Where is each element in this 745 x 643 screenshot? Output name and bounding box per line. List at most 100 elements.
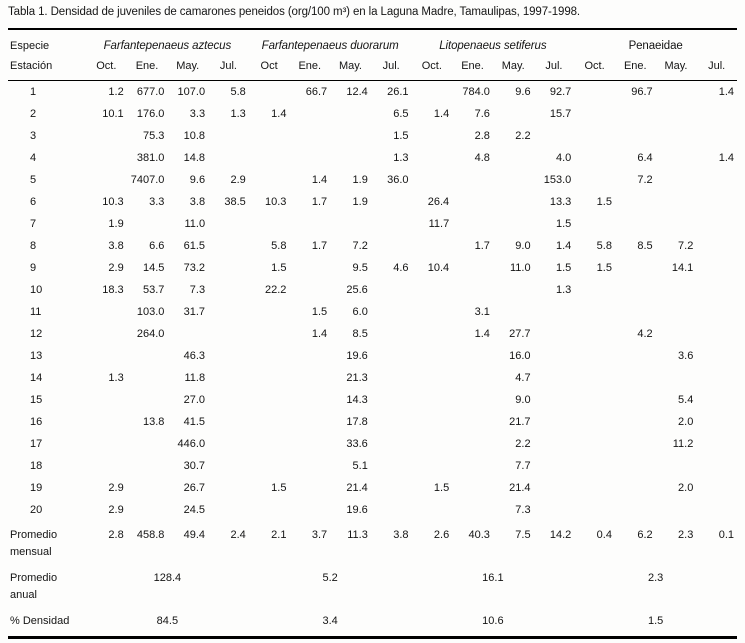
density-cell bbox=[696, 103, 737, 125]
density-cell bbox=[208, 345, 249, 367]
station-row: 15 27.0 14.3 9.0 5.4 bbox=[8, 389, 737, 411]
density-cell: 26.1 bbox=[387, 86, 409, 98]
density-cell bbox=[371, 191, 412, 213]
density-cell bbox=[615, 389, 656, 411]
density-cell: 7.2 bbox=[352, 240, 368, 252]
density-cell bbox=[615, 345, 656, 367]
density-cell bbox=[615, 279, 656, 301]
density-cell bbox=[249, 323, 290, 345]
density-cell: 4.6 bbox=[393, 262, 409, 274]
density-cell: 3.1 bbox=[474, 306, 490, 318]
density-cell: 18.3 bbox=[102, 284, 124, 296]
density-cell: 7.6 bbox=[474, 108, 490, 120]
density-cell: 1.5 bbox=[271, 482, 287, 494]
monthly-average-cell: 2.6 bbox=[433, 529, 450, 541]
density-cell: 11.8 bbox=[184, 372, 206, 384]
density-cell bbox=[452, 433, 493, 455]
density-cell bbox=[656, 455, 697, 477]
density-cell: 61.5 bbox=[183, 240, 206, 252]
station-row: 14 1.3 11.8 21.3 4.7 bbox=[8, 367, 737, 389]
density-cell: 3.8 bbox=[108, 240, 124, 252]
monthly-average-cell: 2.3 bbox=[678, 529, 694, 541]
density-cell bbox=[615, 257, 656, 279]
density-cell: 4.2 bbox=[637, 328, 653, 340]
station-cell: 2 bbox=[30, 108, 37, 120]
station-row: 13 46.3 19.6 16.0 3.6 bbox=[8, 345, 737, 367]
density-cell: 6.5 bbox=[393, 108, 409, 120]
density-cell: 8.5 bbox=[352, 328, 368, 340]
density-cell bbox=[289, 455, 330, 477]
density-cell: 1.7 bbox=[311, 240, 328, 252]
density-cell: 11.0 bbox=[184, 218, 206, 230]
density-cell: 9.6 bbox=[189, 174, 206, 186]
species-group-duorarum: Farfantepenaeus duorarum bbox=[261, 40, 399, 52]
density-cell bbox=[86, 323, 127, 345]
species-header-row: Especie Farfantepenaeus aztecus Farfante… bbox=[8, 29, 737, 52]
density-cell bbox=[574, 301, 615, 323]
density-cell bbox=[208, 125, 249, 147]
density-cell bbox=[574, 147, 615, 169]
monthly-average-cell: 6.2 bbox=[637, 529, 653, 541]
corner-label-especie: Especie bbox=[10, 40, 50, 52]
density-cell: 2.0 bbox=[678, 482, 694, 494]
density-cell: 21.3 bbox=[346, 372, 368, 384]
density-cell: 2.9 bbox=[108, 262, 124, 274]
station-row: 4 381.0 14.8 1.3 4.8 4.0 6.4 1.4 bbox=[8, 147, 737, 169]
station-cell: 4 bbox=[30, 152, 37, 164]
density-cell: 14.1 bbox=[671, 262, 694, 274]
density-cell bbox=[208, 411, 249, 433]
density-cell: 6.6 bbox=[149, 240, 165, 252]
density-cell: 4.0 bbox=[555, 152, 572, 164]
density-cell: 1.2 bbox=[108, 86, 124, 98]
density-cell bbox=[249, 433, 290, 455]
density-cell: 14.8 bbox=[183, 152, 206, 164]
density-cell bbox=[696, 213, 737, 235]
density-cell bbox=[452, 389, 493, 411]
density-cell bbox=[534, 411, 575, 433]
density-cell bbox=[615, 301, 656, 323]
density-cell: 9.6 bbox=[515, 86, 531, 98]
density-cell: 1.5 bbox=[271, 262, 287, 274]
station-cell: 10 bbox=[30, 284, 43, 296]
density-cell bbox=[127, 345, 168, 367]
density-cell bbox=[208, 477, 249, 499]
density-cell bbox=[696, 345, 737, 367]
density-cell: 7.2 bbox=[678, 240, 694, 252]
density-cell: 1.3 bbox=[393, 152, 409, 164]
density-cell: 3.3 bbox=[189, 108, 206, 120]
density-cell: 75.3 bbox=[142, 130, 165, 142]
density-cell: 26.4 bbox=[427, 196, 450, 208]
density-cell bbox=[127, 367, 168, 389]
density-cell bbox=[493, 213, 534, 235]
density-cell: 153.0 bbox=[543, 174, 572, 186]
density-cell bbox=[289, 411, 330, 433]
density-cell bbox=[574, 279, 615, 301]
density-cell bbox=[656, 147, 697, 169]
density-cell bbox=[452, 191, 493, 213]
summary-monthly-label-line2: mensual bbox=[10, 545, 52, 558]
station-row: 6 10.3 3.3 3.8 38.5 10.3 1.7 1.9 26.4 13.3 1.5 bbox=[8, 191, 737, 213]
density-cell bbox=[534, 433, 575, 455]
density-cell: 33.6 bbox=[346, 438, 368, 450]
density-cell bbox=[493, 191, 534, 213]
density-cell bbox=[208, 389, 249, 411]
station-cell: 5 bbox=[30, 174, 37, 186]
density-cell: 27.0 bbox=[183, 394, 206, 406]
density-cell: 5.8 bbox=[230, 86, 246, 98]
density-cell bbox=[249, 81, 290, 104]
density-cell bbox=[371, 455, 412, 477]
density-cell bbox=[493, 147, 534, 169]
density-cell bbox=[615, 433, 656, 455]
density-cell bbox=[412, 367, 453, 389]
density-cell: 1.5 bbox=[393, 130, 409, 142]
density-cell bbox=[493, 279, 534, 301]
density-cell bbox=[534, 345, 575, 367]
density-cell: 5.1 bbox=[352, 460, 368, 472]
density-cell bbox=[656, 499, 697, 521]
monthly-average-cell: 2.8 bbox=[108, 529, 124, 541]
density-cell bbox=[534, 301, 575, 323]
density-cell bbox=[615, 477, 656, 499]
density-cell bbox=[452, 345, 493, 367]
density-cell bbox=[574, 411, 615, 433]
summary-rows: Promedio mensual 2.8 458.8 49.4 2.4 2.1 3.7 11.… bbox=[8, 521, 737, 638]
